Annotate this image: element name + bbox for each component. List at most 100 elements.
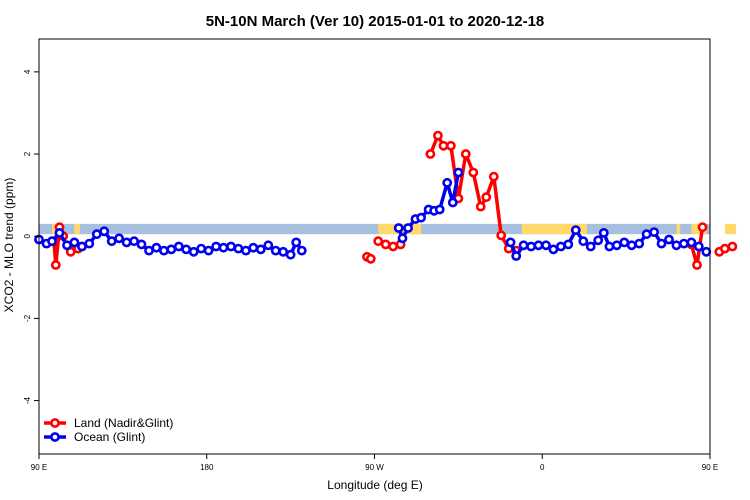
series-0-point-4-6 [468, 167, 479, 178]
series-1-point-0-5 [69, 237, 80, 248]
x-axis: 90 E 180 90 W 0 90 E [31, 454, 718, 472]
series-1-point-0-16 [151, 242, 162, 253]
land-band-segment-4 [676, 223, 681, 235]
series-1-point-0-34 [285, 249, 296, 260]
series-0-point-0-1 [50, 260, 61, 270]
land-band-segment-3 [521, 223, 587, 235]
y-tick-label-1: -2 [23, 314, 32, 322]
series-1 [34, 167, 712, 261]
series-1-point-0-3 [54, 227, 65, 238]
series-1-point-1-1 [397, 233, 408, 244]
series-0-point-4-7 [475, 201, 486, 212]
series-1-point-0-30 [255, 244, 266, 255]
series-1-point-1-9 [447, 197, 458, 208]
series-1-point-1-10 [453, 167, 464, 178]
series-1-point-0-22 [196, 243, 207, 254]
series-1-point-2-17 [626, 240, 637, 251]
series-1-point-2-19 [641, 229, 652, 240]
legend-label-1: Ocean (Glint) [74, 430, 145, 444]
y-axis-label: XCO2 - MLO trend (ppm) [2, 178, 16, 313]
series-0-point-2-1 [365, 253, 376, 264]
series-1-point-0-32 [270, 245, 281, 256]
series-1-point-0-11 [114, 233, 124, 244]
series-0-point-4-5 [460, 149, 471, 159]
series-1-point-1-2 [403, 223, 413, 233]
x-axis-label: Longitude (deg E) [327, 478, 422, 492]
series-0-point-4-8 [481, 192, 492, 203]
series-1-point-2-23 [671, 240, 682, 251]
series-1-point-0-23 [203, 245, 214, 256]
series-1-point-2-11 [585, 241, 596, 252]
series-1-point-2-13 [598, 227, 609, 238]
x-tick-label-1: 180 [200, 463, 214, 472]
series-1-point-2-27 [701, 246, 712, 257]
series-1-point-2-20 [649, 227, 659, 237]
series-1-point-0-29 [248, 242, 259, 253]
series-1-point-2-6 [548, 244, 559, 255]
x-tick-label-0: 90 E [31, 463, 47, 472]
series-1-point-2-9 [570, 225, 581, 235]
series-1-point-0-20 [181, 244, 192, 255]
series-1-point-2-10 [578, 236, 589, 247]
series-0-point-3-2 [388, 241, 398, 252]
series-1-point-2-0 [505, 237, 516, 248]
series-1-point-0-35 [291, 237, 302, 248]
y-tick-label-4: 4 [23, 69, 32, 74]
series-1-point-2-22 [664, 234, 674, 245]
series-1-point-2-25 [686, 237, 697, 248]
series-1-point-0-17 [158, 245, 169, 256]
y-axis: -4 -2 0 2 4 [23, 69, 39, 404]
series-1-point-0-9 [99, 226, 110, 237]
series-1-point-1-8 [442, 177, 453, 188]
series-1-point-2-5 [541, 240, 551, 251]
series-1-point-0-13 [129, 236, 139, 247]
series-1-point-0-36 [296, 245, 307, 256]
series-1-point-2-4 [533, 240, 544, 251]
legend: Land (Nadir&Glint)Ocean (Glint) [44, 416, 173, 444]
series-1-point-2-24 [679, 238, 689, 249]
series-0-point-4-9 [488, 171, 499, 182]
x-tick-label-4: 90 E [702, 463, 718, 472]
series-0-point-5-2 [697, 222, 708, 233]
series-layer [34, 130, 738, 270]
legend-marker-0 [50, 418, 60, 428]
series-1-point-0-27 [233, 243, 244, 254]
series-1-point-0-18 [166, 244, 177, 255]
x-tick-label-2: 90 W [365, 463, 384, 472]
series-0-point-4-1 [432, 130, 443, 141]
series-1-point-2-8 [563, 239, 574, 250]
series-1-point-2-21 [656, 238, 667, 249]
series-0-point-6-2 [727, 241, 738, 252]
series-1-point-1-4 [416, 212, 426, 223]
series-1-point-1-0 [393, 223, 404, 233]
series-0-point-4-0 [425, 149, 436, 159]
ocean-band [39, 223, 710, 235]
series-1-point-2-18 [634, 238, 645, 249]
series-1-point-2-1 [511, 251, 522, 261]
series-0-point-6-1 [720, 243, 730, 254]
chart-title: 5N-10N March (Ver 10) 2015-01-01 to 2020… [206, 13, 545, 30]
y-tick-label-0: -4 [23, 396, 32, 404]
series-1-point-0-21 [188, 246, 199, 257]
land-band-segment-6 [724, 223, 737, 235]
series-1-point-2-14 [604, 241, 615, 252]
land-band-segment-1 [74, 223, 81, 235]
series-1-point-0-14 [136, 239, 147, 250]
series-0-point-4-10 [496, 230, 507, 241]
series-1-point-2-12 [593, 235, 604, 246]
series-1-point-0-7 [84, 238, 95, 249]
series-1-point-0-2 [47, 236, 57, 247]
series-0-point-4-3 [445, 140, 456, 151]
x-tick-label-3: 0 [540, 463, 545, 472]
series-1-point-2-2 [518, 240, 529, 251]
y-tick-label-3: 2 [23, 151, 32, 156]
y-tick-label-2: 0 [23, 233, 32, 238]
legend-label-0: Land (Nadir&Glint) [74, 416, 173, 430]
series-1-point-1-7 [434, 204, 445, 215]
series-1-point-2-26 [693, 241, 704, 252]
legend-marker-1 [50, 432, 60, 442]
series-1-point-0-25 [218, 242, 229, 253]
series-1-point-0-24 [211, 241, 221, 252]
